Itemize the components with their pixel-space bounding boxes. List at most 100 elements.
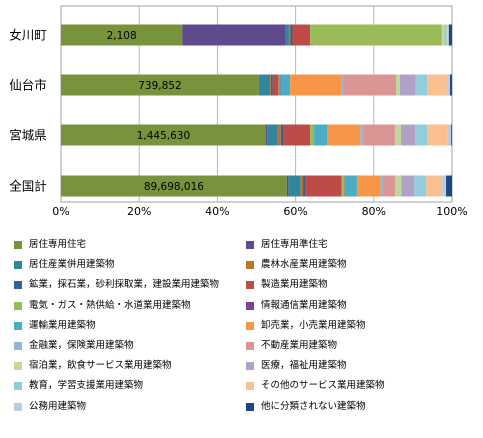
legend-swatch xyxy=(14,362,22,371)
legend-item: 電気・ガス・熱供給・水道業用建築物 xyxy=(14,299,191,313)
legend-item: 宿泊業，飲食サービス業用建築物 xyxy=(14,359,172,373)
bar-segment xyxy=(343,74,396,96)
legend-label: 居住専用準住宅 xyxy=(261,239,328,250)
bar-total-label: 89,698,016 xyxy=(144,181,204,193)
bar-segment xyxy=(292,24,311,46)
bar-segment xyxy=(448,24,452,46)
x-tick-label: 100% xyxy=(436,205,467,218)
legend-item: 卸売業，小売業用建築物 xyxy=(246,319,366,333)
bar-segment xyxy=(290,24,293,46)
bar-segment xyxy=(285,24,289,46)
bar-segment xyxy=(283,124,311,146)
legend-item: 鉱業，採石業，砂利採取業，建設業用建築物 xyxy=(14,278,219,292)
bar-segment xyxy=(356,175,381,197)
bar-segment xyxy=(61,175,287,197)
bar-segment xyxy=(445,24,447,46)
bar-segment xyxy=(279,74,281,96)
legend-label: 教育，学習支援業用建築物 xyxy=(29,380,144,392)
category-label: 仙台市 xyxy=(9,78,47,93)
legend-swatch xyxy=(14,301,22,310)
legend-swatch xyxy=(246,382,254,391)
bar-segment xyxy=(442,24,446,46)
bar-segment xyxy=(272,74,279,96)
bar-segment xyxy=(401,175,415,197)
legend-item: 情報通信業用建築物 xyxy=(246,299,347,313)
legend-item: 農林水産業用建築物 xyxy=(246,258,347,272)
bar-segment xyxy=(394,124,401,146)
bar-segment xyxy=(395,74,400,96)
legend-swatch xyxy=(14,281,22,290)
legend-item: 公務用建築物 xyxy=(14,400,86,414)
legend-label: 農林水産業用建築物 xyxy=(261,259,347,271)
legend-item: 他に分類されない建築物 xyxy=(246,400,366,414)
legend-label: 電気・ガス・熱供給・水道業用建築物 xyxy=(29,299,191,311)
legend-item: 居住専用準住宅 xyxy=(246,238,328,252)
bar-segment xyxy=(290,74,342,96)
bar-total-label: 2,108 xyxy=(107,30,137,42)
legend-label: 卸売業，小売業用建築物 xyxy=(261,319,366,331)
bar-segment xyxy=(303,175,306,197)
legend-label: 公務用建築物 xyxy=(29,400,87,412)
bar-segment xyxy=(341,175,345,197)
bar-segment xyxy=(259,74,271,96)
bar-segment xyxy=(427,74,447,96)
legend-swatch xyxy=(14,241,22,249)
bar-segment xyxy=(258,74,260,96)
legend-item: その他のサービス業用建築物 xyxy=(246,379,385,393)
bar-segment xyxy=(265,124,268,146)
bar-segment xyxy=(61,124,266,146)
bar-segment xyxy=(310,24,442,46)
bar-segment xyxy=(341,74,344,96)
bar-segment xyxy=(270,74,273,96)
bar-stack xyxy=(61,74,452,96)
bar-segment xyxy=(441,24,443,46)
bar-stack xyxy=(61,175,452,197)
bar-stack xyxy=(61,24,452,46)
bar-segment xyxy=(362,124,395,146)
legend-label: 宿泊業，飲食サービス業用建築物 xyxy=(29,360,172,372)
bar-segment xyxy=(380,175,384,197)
legend-swatch xyxy=(246,342,254,350)
legend-swatch xyxy=(246,281,254,290)
x-tick-label: 20% xyxy=(127,205,151,218)
bar-segment xyxy=(267,124,278,146)
bar-segment xyxy=(450,74,452,96)
bar-segment xyxy=(288,175,301,197)
legend-item: 運輸業用建築物 xyxy=(14,319,96,333)
x-tick-label: 80% xyxy=(362,205,386,218)
legend-swatch xyxy=(246,261,254,270)
bar-segment xyxy=(61,24,183,46)
legend-swatch xyxy=(14,382,22,391)
legend-label: 居住専用住宅 xyxy=(29,239,87,250)
bar-segment xyxy=(446,24,448,46)
bar-segment xyxy=(360,124,363,146)
legend-item: 医療，福祉用建築物 xyxy=(246,359,347,373)
legend-label: 製造業用建築物 xyxy=(261,279,328,291)
legend-swatch xyxy=(246,362,254,371)
bar-segment xyxy=(442,175,447,197)
legend-swatch xyxy=(14,261,22,270)
bar-segment xyxy=(394,175,402,197)
legend-swatch xyxy=(246,321,254,330)
bar-segment xyxy=(327,124,361,146)
legend-label: 金融業，保険業用建築物 xyxy=(29,340,134,351)
legend-swatch xyxy=(14,342,22,350)
bar-total-label: 739,852 xyxy=(138,80,181,92)
legend-label: 不動産業用建築物 xyxy=(261,340,338,351)
bar-segment xyxy=(427,124,448,146)
legend-swatch xyxy=(246,402,254,411)
bar-segment xyxy=(277,124,281,146)
bar-segment xyxy=(451,124,452,146)
legend-swatch xyxy=(246,301,254,310)
bar-segment xyxy=(414,175,427,197)
bar-segment xyxy=(415,124,428,146)
legend-label: 医療，福祉用建築物 xyxy=(261,360,347,372)
legend-swatch xyxy=(14,402,22,411)
legend-label: 居住産業併用建築物 xyxy=(29,259,115,271)
x-tick-label: 40% xyxy=(205,205,229,218)
legend-item: 金融業，保険業用建築物 xyxy=(14,339,134,353)
bar-segment xyxy=(426,175,443,197)
bar-segment xyxy=(447,124,452,146)
bar-segment xyxy=(280,124,284,146)
bar-segment xyxy=(446,24,447,46)
